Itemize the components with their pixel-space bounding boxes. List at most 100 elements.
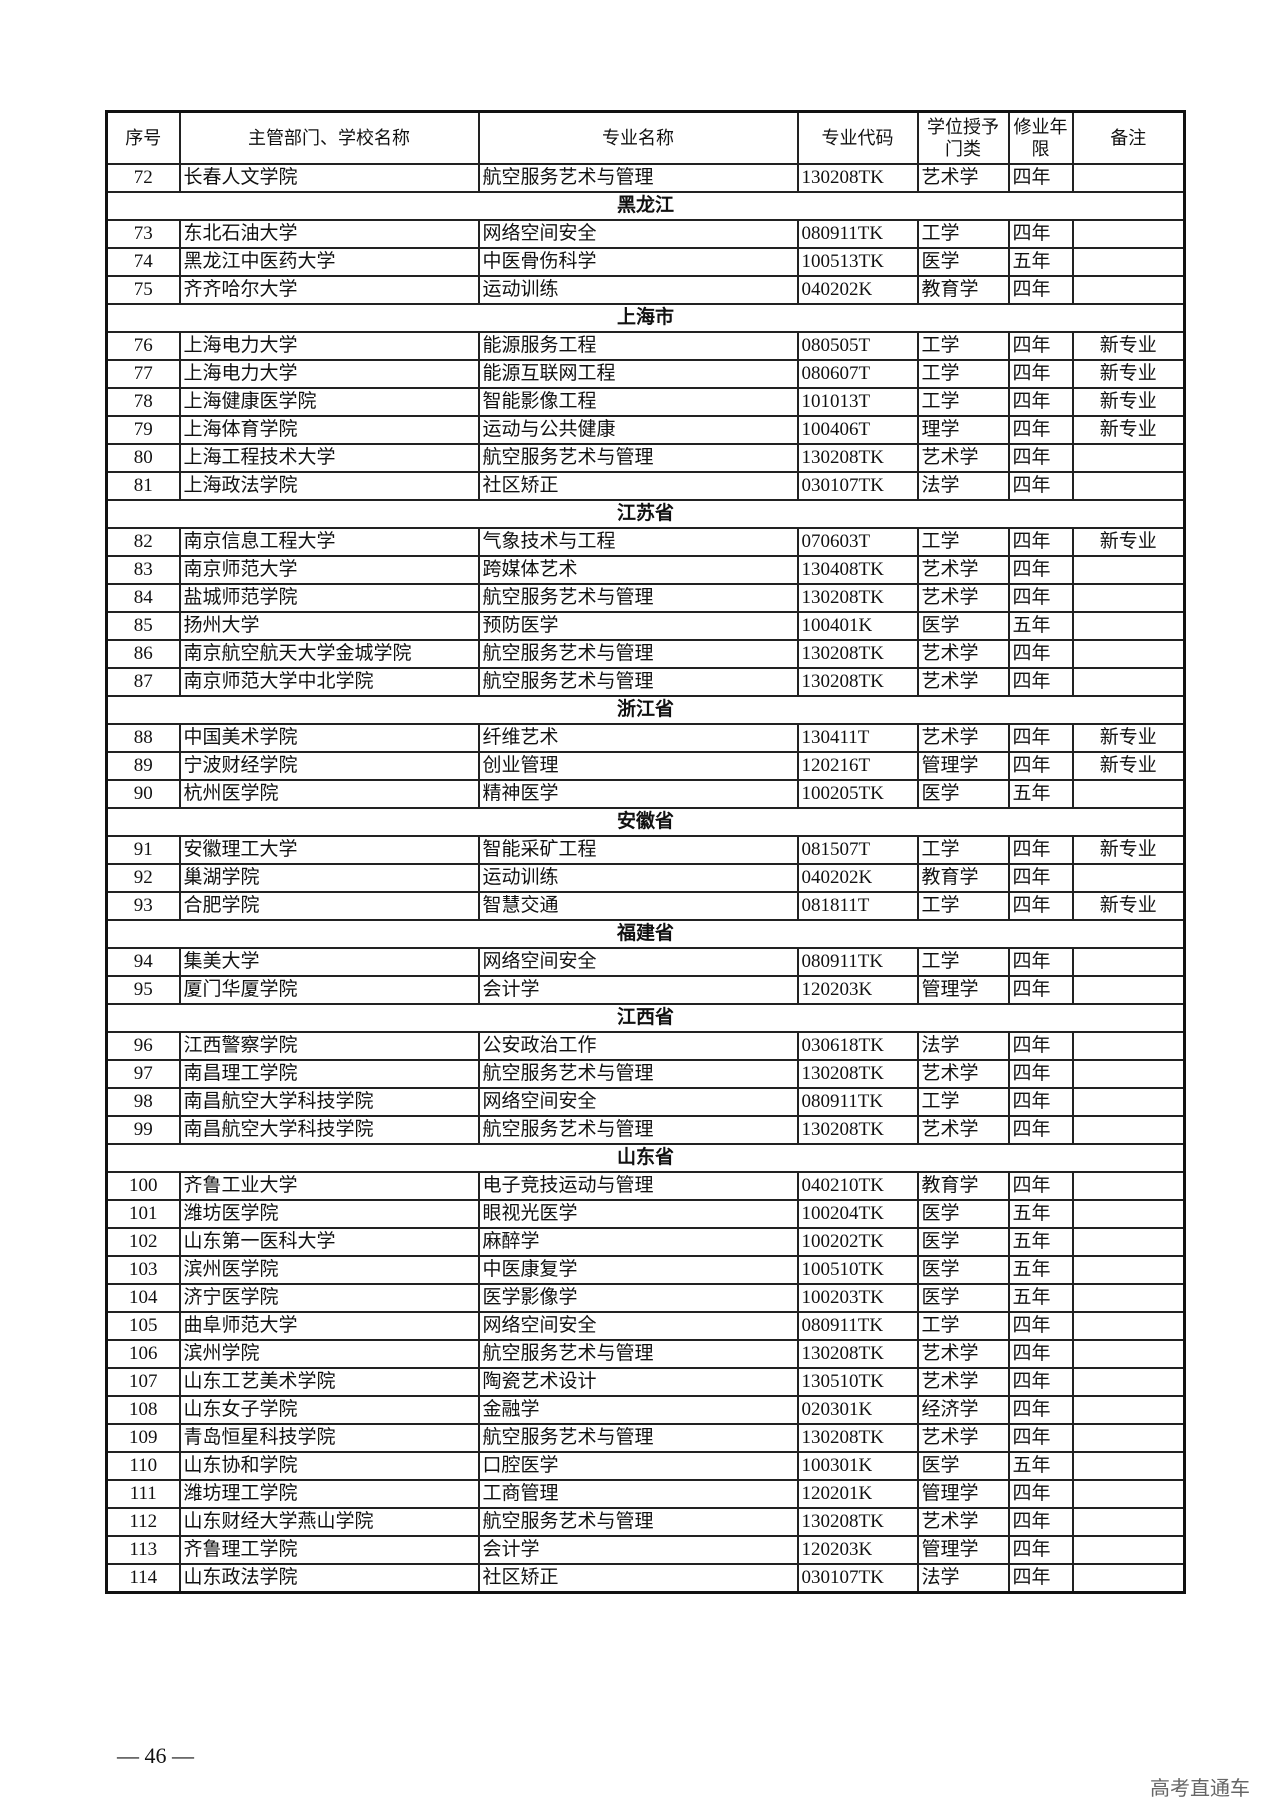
school-name: 杭州医学院 — [178, 779, 480, 809]
major-code: 081507T — [796, 835, 919, 865]
row-index: 80 — [105, 443, 181, 473]
degree-category: 法学 — [916, 1563, 1010, 1594]
degree-category: 理学 — [916, 415, 1010, 445]
degree-category: 经济学 — [916, 1395, 1010, 1425]
province-label: 福建省 — [105, 919, 1186, 949]
major-code: 120203K — [796, 1535, 919, 1565]
row-index: 102 — [105, 1227, 181, 1257]
major-name: 公安政治工作 — [477, 1031, 799, 1061]
major-name: 创业管理 — [477, 751, 799, 781]
major-code: 130208TK — [796, 1423, 919, 1453]
remark — [1071, 1311, 1186, 1341]
major-name: 网络空间安全 — [477, 1087, 799, 1117]
row-index: 75 — [105, 275, 181, 305]
table-body: 72 长春人文学院 航空服务艺术与管理 130208TK 艺术学 四年 黑龙江 73 东北石油大… — [105, 163, 1186, 1594]
school-name: 长春人文学院 — [178, 163, 480, 193]
major-name: 智能采矿工程 — [477, 835, 799, 865]
school-name: 山东工艺美术学院 — [178, 1367, 480, 1397]
table-row: 88 中国美术学院 纤维艺术 130411T 艺术学 四年 新专业 — [105, 723, 1186, 753]
remark — [1071, 1479, 1186, 1509]
row-index: 73 — [105, 219, 181, 249]
table-row: 99 南昌航空大学科技学院 航空服务艺术与管理 130208TK 艺术学 四年 — [105, 1115, 1186, 1145]
school-name: 滨州医学院 — [178, 1255, 480, 1285]
major-name: 麻醉学 — [477, 1227, 799, 1257]
major-code: 080911TK — [796, 219, 919, 249]
duration: 四年 — [1007, 583, 1074, 613]
degree-category: 工学 — [916, 1087, 1010, 1117]
major-code: 120216T — [796, 751, 919, 781]
row-index: 106 — [105, 1339, 181, 1369]
remark — [1071, 275, 1186, 305]
row-index: 84 — [105, 583, 181, 613]
major-name: 社区矫正 — [477, 1563, 799, 1594]
duration: 四年 — [1007, 863, 1074, 893]
row-index: 93 — [105, 891, 181, 921]
table-row: 90 杭州医学院 精神医学 100205TK 医学 五年 — [105, 779, 1186, 809]
major-code: 040202K — [796, 275, 919, 305]
table-row: 100 齐鲁工业大学 电子竞技运动与管理 040210TK 教育学 四年 — [105, 1171, 1186, 1201]
degree-category: 教育学 — [916, 1171, 1010, 1201]
major-code: 130208TK — [796, 1339, 919, 1369]
table-row: 105 曲阜师范大学 网络空间安全 080911TK 工学 四年 — [105, 1311, 1186, 1341]
duration: 四年 — [1007, 723, 1074, 753]
major-name: 网络空间安全 — [477, 1311, 799, 1341]
province-label: 黑龙江 — [105, 191, 1186, 221]
duration: 四年 — [1007, 751, 1074, 781]
table-row: 98 南昌航空大学科技学院 网络空间安全 080911TK 工学 四年 — [105, 1087, 1186, 1117]
header-major: 专业名称 — [477, 110, 799, 165]
row-index: 79 — [105, 415, 181, 445]
table-row: 80 上海工程技术大学 航空服务艺术与管理 130208TK 艺术学 四年 — [105, 443, 1186, 473]
school-name: 青岛恒星科技学院 — [178, 1423, 480, 1453]
remark — [1071, 779, 1186, 809]
table-row: 107 山东工艺美术学院 陶瓷艺术设计 130510TK 艺术学 四年 — [105, 1367, 1186, 1397]
row-index: 111 — [105, 1479, 181, 1509]
row-index: 88 — [105, 723, 181, 753]
table-row: 79 上海体育学院 运动与公共健康 100406T 理学 四年 新专业 — [105, 415, 1186, 445]
remark: 新专业 — [1071, 723, 1186, 753]
duration: 四年 — [1007, 527, 1074, 557]
row-index: 90 — [105, 779, 181, 809]
table-row: 111 潍坊理工学院 工商管理 120201K 管理学 四年 — [105, 1479, 1186, 1509]
duration: 四年 — [1007, 555, 1074, 585]
table-row: 104 济宁医学院 医学影像学 100203TK 医学 五年 — [105, 1283, 1186, 1313]
table-row: 94 集美大学 网络空间安全 080911TK 工学 四年 — [105, 947, 1186, 977]
row-index: 110 — [105, 1451, 181, 1481]
remark — [1071, 555, 1186, 585]
school-name: 滨州学院 — [178, 1339, 480, 1369]
major-name: 网络空间安全 — [477, 219, 799, 249]
major-code: 080911TK — [796, 1311, 919, 1341]
table-row: 72 长春人文学院 航空服务艺术与管理 130208TK 艺术学 四年 — [105, 163, 1186, 193]
school-name: 曲阜师范大学 — [178, 1311, 480, 1341]
major-code: 040202K — [796, 863, 919, 893]
duration: 四年 — [1007, 1423, 1074, 1453]
row-index: 99 — [105, 1115, 181, 1145]
school-name: 黑龙江中医药大学 — [178, 247, 480, 277]
duration: 四年 — [1007, 891, 1074, 921]
remark — [1071, 1255, 1186, 1285]
remark — [1071, 219, 1186, 249]
major-name: 气象技术与工程 — [477, 527, 799, 557]
table-row: 106 滨州学院 航空服务艺术与管理 130208TK 艺术学 四年 — [105, 1339, 1186, 1369]
school-name: 集美大学 — [178, 947, 480, 977]
row-index: 72 — [105, 163, 181, 193]
province-label: 江苏省 — [105, 499, 1186, 529]
remark — [1071, 247, 1186, 277]
degree-category: 艺术学 — [916, 583, 1010, 613]
table-row: 112 山东财经大学燕山学院 航空服务艺术与管理 130208TK 艺术学 四年 — [105, 1507, 1186, 1537]
major-code: 130208TK — [796, 1115, 919, 1145]
school-name: 齐鲁理工学院 — [178, 1535, 480, 1565]
duration: 四年 — [1007, 1339, 1074, 1369]
duration: 四年 — [1007, 387, 1074, 417]
duration: 四年 — [1007, 1171, 1074, 1201]
province-row: 福建省 — [105, 919, 1186, 949]
major-name: 工商管理 — [477, 1479, 799, 1509]
major-code: 080607T — [796, 359, 919, 389]
major-code: 100406T — [796, 415, 919, 445]
duration: 四年 — [1007, 163, 1074, 193]
major-code: 120203K — [796, 975, 919, 1005]
major-code: 130208TK — [796, 667, 919, 697]
degree-category: 艺术学 — [916, 1507, 1010, 1537]
degree-category: 管理学 — [916, 751, 1010, 781]
school-name: 上海工程技术大学 — [178, 443, 480, 473]
major-name: 智慧交通 — [477, 891, 799, 921]
